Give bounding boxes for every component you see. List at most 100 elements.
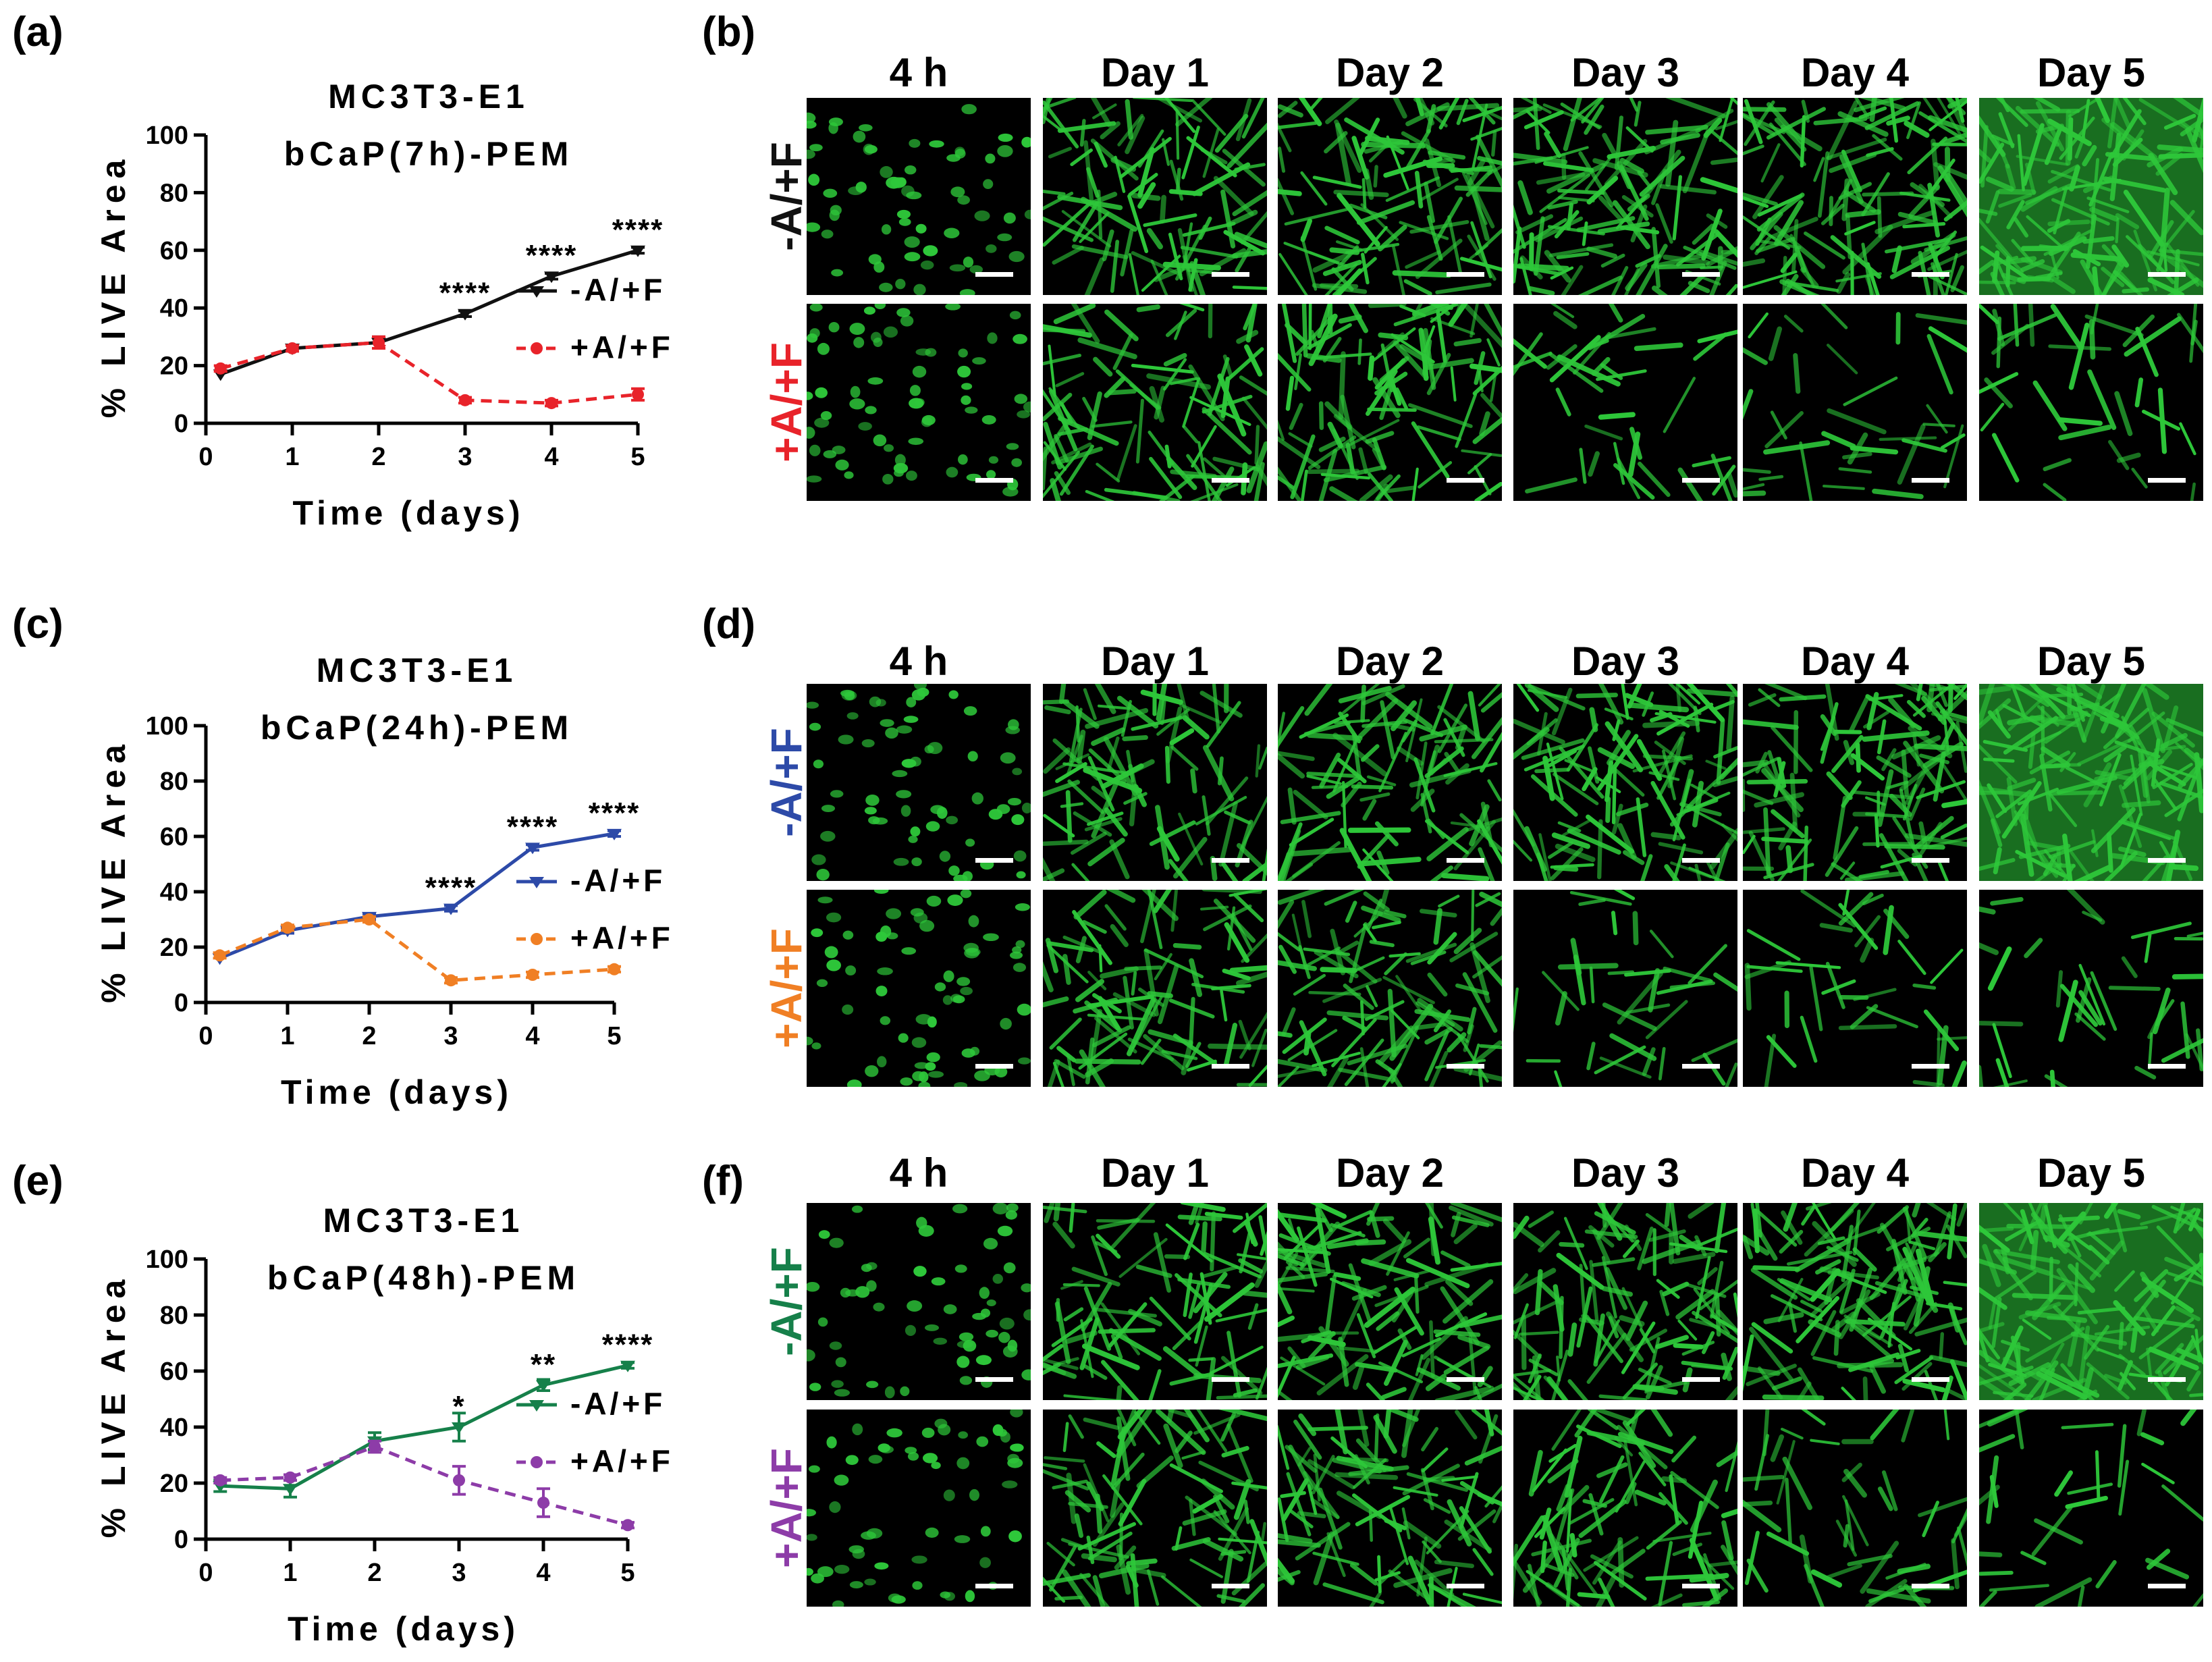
cell bbox=[1579, 1264, 1586, 1323]
cell bbox=[1475, 228, 1502, 256]
cell bbox=[961, 383, 973, 390]
cell bbox=[1287, 1029, 1338, 1062]
cell bbox=[1831, 862, 1864, 881]
cell bbox=[2101, 693, 2121, 709]
cell bbox=[1992, 250, 2000, 284]
cell bbox=[852, 1423, 863, 1436]
cell bbox=[848, 1545, 864, 1554]
cell bbox=[961, 104, 977, 115]
cell bbox=[1637, 1227, 1654, 1270]
cell bbox=[1433, 908, 1442, 945]
row-label: -A/+F bbox=[762, 1247, 811, 1356]
cell bbox=[1459, 1480, 1495, 1505]
cell bbox=[950, 994, 962, 1003]
cell bbox=[1093, 356, 1113, 377]
micrograph bbox=[1043, 1203, 1267, 1400]
cell bbox=[2107, 98, 2118, 149]
cell bbox=[1290, 434, 1316, 500]
cell bbox=[1912, 984, 1937, 990]
cell bbox=[1359, 1047, 1370, 1087]
cell bbox=[1933, 751, 1946, 802]
cell bbox=[1520, 98, 1552, 114]
cell-pattern bbox=[807, 684, 1031, 881]
cell bbox=[1017, 1003, 1031, 1016]
legend-swatch-marker bbox=[529, 286, 544, 298]
cell bbox=[1982, 757, 2015, 763]
column-header: 4 h bbox=[890, 639, 948, 684]
cell bbox=[1238, 1258, 1264, 1274]
cell bbox=[2067, 117, 2074, 161]
panel-label-b: (b) bbox=[702, 9, 755, 55]
cell bbox=[1800, 1015, 1818, 1063]
cell bbox=[1326, 1056, 1349, 1087]
cell bbox=[939, 851, 951, 862]
cell bbox=[2117, 1208, 2141, 1220]
data-point bbox=[369, 1441, 381, 1453]
cell bbox=[807, 120, 817, 129]
cell bbox=[1754, 234, 1773, 255]
cell bbox=[1842, 890, 1850, 916]
cell bbox=[1553, 311, 1577, 329]
cell bbox=[1551, 1410, 1582, 1451]
cell bbox=[1733, 1292, 1737, 1318]
cell bbox=[1379, 377, 1396, 421]
cell bbox=[2136, 1410, 2147, 1437]
cell bbox=[893, 462, 909, 474]
cell bbox=[1467, 159, 1486, 186]
cell bbox=[1544, 250, 1571, 283]
cell bbox=[1383, 909, 1407, 919]
cell bbox=[1847, 1553, 1893, 1567]
cell bbox=[1201, 1221, 1208, 1254]
cell bbox=[900, 805, 911, 817]
cell bbox=[1411, 304, 1423, 320]
cell bbox=[1579, 448, 1587, 484]
cell bbox=[1844, 1499, 1855, 1551]
cell bbox=[1043, 191, 1074, 211]
cell bbox=[1278, 466, 1301, 501]
cell bbox=[1701, 209, 1723, 261]
cell bbox=[1928, 1354, 1967, 1368]
cell bbox=[809, 1383, 821, 1391]
cell bbox=[1322, 259, 1362, 276]
cell bbox=[1112, 333, 1133, 371]
cell bbox=[1843, 740, 1855, 766]
panel-label-e: (e) bbox=[12, 1158, 63, 1204]
column-header: Day 3 bbox=[1571, 1150, 1679, 1196]
cell bbox=[859, 124, 873, 132]
cell bbox=[1079, 119, 1086, 147]
panel-label-d: (d) bbox=[702, 601, 755, 647]
cell bbox=[1104, 376, 1126, 398]
cell bbox=[1680, 769, 1694, 807]
cell bbox=[965, 1590, 975, 1603]
cell bbox=[1294, 353, 1302, 390]
cell bbox=[1130, 1553, 1139, 1607]
cell bbox=[1168, 232, 1183, 281]
cell bbox=[2093, 711, 2124, 730]
cell bbox=[1293, 1419, 1322, 1460]
chart-title-line-2: bCaP(24h)-PEM bbox=[261, 709, 573, 747]
cell bbox=[1278, 1248, 1326, 1268]
cell bbox=[1278, 352, 1312, 392]
cell bbox=[2189, 304, 2198, 363]
cell bbox=[1287, 787, 1297, 825]
cell bbox=[954, 1082, 968, 1087]
cell bbox=[1513, 1381, 1532, 1400]
cell bbox=[2074, 864, 2113, 881]
y-tick-label: 100 bbox=[146, 122, 188, 150]
cell bbox=[1043, 450, 1080, 499]
cell bbox=[2002, 1256, 2051, 1276]
row-label: +A/+F bbox=[762, 342, 811, 462]
x-tick-label: 0 bbox=[198, 1559, 213, 1587]
cell bbox=[1043, 961, 1054, 992]
cell bbox=[1763, 440, 1831, 455]
cell bbox=[1979, 304, 1999, 325]
micrograph bbox=[1043, 684, 1267, 881]
cell bbox=[2015, 105, 2060, 147]
cell bbox=[828, 122, 838, 134]
cell bbox=[2043, 229, 2093, 257]
cell bbox=[1362, 799, 1377, 821]
cell bbox=[1658, 1540, 1673, 1606]
cell bbox=[1288, 432, 1313, 448]
cell bbox=[1825, 684, 1839, 741]
cell bbox=[918, 1081, 931, 1087]
